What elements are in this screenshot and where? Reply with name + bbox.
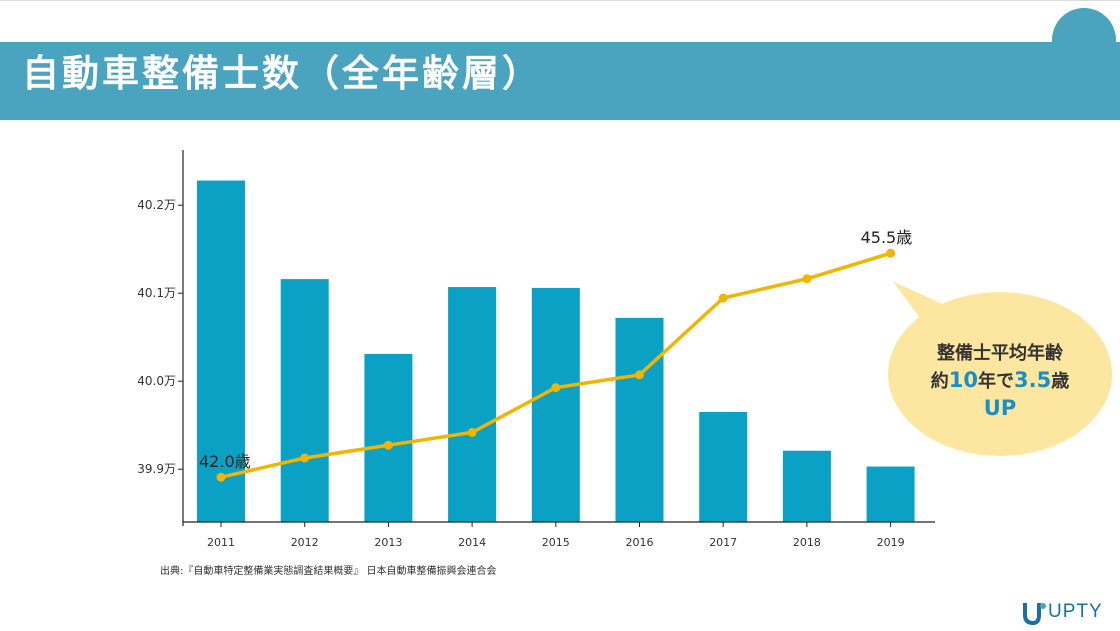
age-point-2015	[551, 383, 561, 393]
top-border-line	[0, 0, 1120, 1]
bar-2014	[448, 287, 497, 522]
axes-layer: 40.2万 40.1万 40.0万 39.9万 2011 2012 2013 2014 2015…	[137, 150, 935, 549]
age-point-2014	[467, 427, 477, 437]
line-layer: 42.0歳 45.5歳	[199, 228, 912, 482]
age-point-2012	[300, 453, 310, 463]
callout-suffix: 歳	[1051, 371, 1070, 392]
upty-logo-icon	[1023, 603, 1046, 626]
logo-text: UPTY	[1048, 601, 1103, 622]
x-tick-label: 2017	[709, 536, 737, 549]
y-tick-label: 40.0万	[137, 374, 176, 388]
age-point-2019	[886, 248, 896, 258]
title-banner	[0, 42, 1120, 120]
bar-2012	[280, 279, 329, 522]
age-point-2017	[718, 293, 728, 303]
y-tick-label: 39.9万	[137, 462, 176, 476]
bar-2016	[615, 317, 664, 522]
callout-bubble	[888, 292, 1112, 456]
callout-text: 整備士平均年齢 約10年で3.5歳 UP	[890, 340, 1110, 422]
x-tick-label: 2012	[291, 536, 319, 549]
bar-2018	[782, 450, 831, 522]
callout-line2: 約10年で3.5歳	[890, 367, 1110, 395]
x-tick-label: 2014	[458, 536, 486, 549]
age-point-2013	[383, 440, 393, 450]
x-tick-label: 2019	[877, 536, 905, 549]
callout-line1: 整備士平均年齢	[937, 343, 1063, 364]
callout-mid: 年で	[978, 371, 1015, 392]
callout-years: 10	[948, 368, 979, 392]
bar-2011	[197, 180, 245, 522]
bar-2015	[531, 287, 580, 522]
x-tick-label: 2018	[793, 536, 821, 549]
x-tick-label: 2016	[626, 536, 654, 549]
bar-2013	[364, 353, 413, 522]
y-tick-label: 40.1万	[137, 286, 176, 300]
source-note: 出典:『自動車特定整備業実態調査結果概要』 日本自動車整備振興会連合会	[160, 566, 497, 577]
bars-layer	[197, 180, 915, 522]
x-tick-label: 2013	[374, 536, 402, 549]
bar-2019	[866, 466, 915, 522]
age-point-2011	[216, 472, 226, 482]
callout-age: 3.5	[1014, 368, 1052, 392]
x-tick-label: 2015	[542, 536, 570, 549]
callout-line3: UP	[983, 396, 1017, 420]
callout-prefix: 約	[930, 371, 949, 392]
x-tick-label: 2011	[207, 536, 235, 549]
callout-layer	[888, 281, 1112, 456]
age-point-2016	[635, 370, 644, 380]
age-data-label: 42.0歳	[199, 452, 251, 471]
y-tick-label: 40.2万	[137, 198, 176, 212]
age-point-2018	[802, 274, 812, 284]
age-data-label: 45.5歳	[861, 228, 913, 247]
bar-2017	[699, 412, 748, 522]
page-title: 自動車整備士数（全年齢層）	[22, 52, 542, 95]
